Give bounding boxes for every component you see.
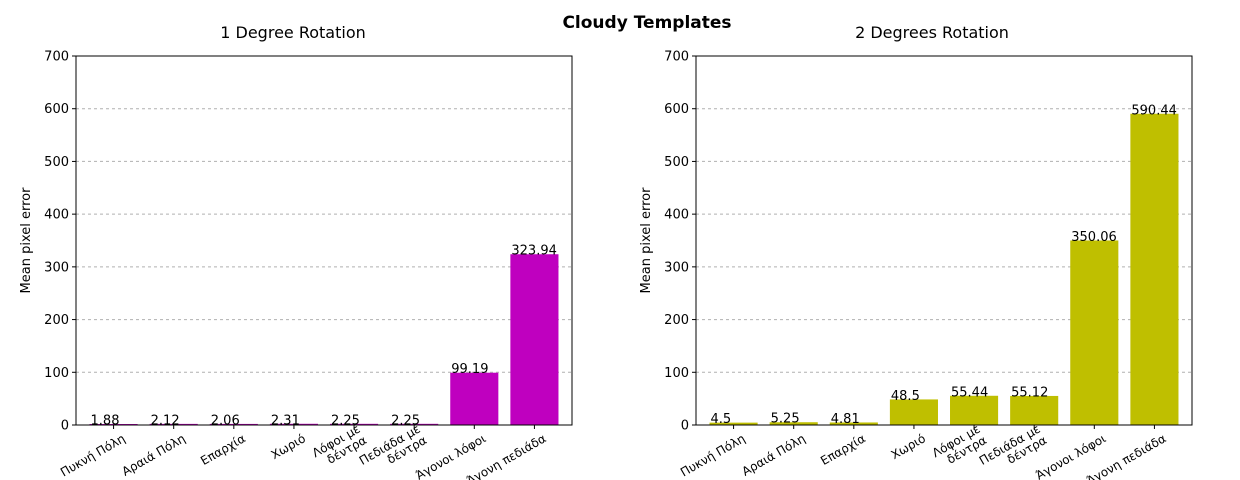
data-label: 350.06	[1071, 230, 1117, 245]
x-tick-label-line: Πυκνή Πόλη	[58, 431, 128, 479]
x-tick-label-line: Αραιά Πόλη	[120, 431, 188, 478]
bar	[209, 423, 258, 425]
bar	[390, 423, 439, 425]
data-label: 48.5	[891, 389, 920, 404]
chart-title: 1 Degree Rotation	[220, 23, 366, 42]
bar	[149, 423, 198, 425]
y-tick-label: 100	[44, 366, 69, 381]
y-tick-label: 500	[664, 155, 689, 170]
y-tick-label: 600	[664, 102, 689, 117]
bar	[1130, 113, 1179, 425]
data-label: 99.19	[451, 362, 488, 377]
x-tick-label-line: Αραιά Πόλη	[740, 431, 808, 478]
x-tick-label: Πυκνή Πόλη	[678, 431, 748, 479]
data-label: 55.44	[951, 385, 988, 400]
data-label: 4.5	[711, 412, 732, 427]
y-tick-label: 600	[44, 102, 69, 117]
y-tick-label: 200	[664, 313, 689, 328]
y-tick-label: 400	[44, 208, 69, 223]
x-tick-label: Λόφοι μεδέντρα	[930, 422, 989, 472]
data-label: 2.31	[271, 413, 300, 428]
x-tick-label-line: Επαρχία	[818, 431, 868, 468]
y-tick-label: 700	[664, 50, 689, 65]
bar	[829, 422, 878, 425]
data-label: 55.12	[1011, 385, 1048, 400]
bar	[950, 395, 999, 425]
bar	[709, 422, 758, 425]
chart-title: 2 Degrees Rotation	[855, 23, 1009, 42]
data-label: 323.94	[511, 244, 556, 259]
data-label: 2.12	[151, 413, 180, 428]
y-tick-label: 300	[44, 260, 69, 275]
y-tick-label: 400	[664, 208, 689, 223]
axes-frame	[75, 55, 573, 426]
data-label: 1.88	[91, 414, 120, 429]
x-tick-label: Επαρχία	[818, 431, 868, 468]
y-tick-label: 100	[664, 366, 689, 381]
x-tick-label: Χωριό	[889, 431, 928, 462]
x-tick-label-line: Χωριό	[889, 431, 928, 462]
data-label: 590.44	[1131, 103, 1177, 118]
chart-1-degree-rotation: 1 Degree Rotation 0 100 200 300 400 500 600 700 M…	[19, 23, 573, 480]
bar	[769, 422, 818, 425]
y-tick-label: 500	[44, 155, 69, 170]
chart-2-degrees-rotation: 2 Degrees Rotation 0 100 200 300 400 500 600 700…	[639, 23, 1193, 480]
data-label: 4.81	[831, 412, 860, 427]
bar	[330, 423, 379, 425]
bar	[889, 399, 938, 425]
figure-title: Cloudy Templates	[562, 13, 731, 33]
data-label: 2.06	[211, 413, 240, 428]
x-tick-label: Αραιά Πόλη	[740, 431, 808, 478]
y-tick-label: 700	[44, 50, 69, 65]
data-label: 5.25	[771, 412, 800, 427]
bar	[450, 372, 499, 425]
bar	[269, 423, 318, 425]
x-tick-label-line: Επαρχία	[198, 431, 248, 468]
y-tick-label: 300	[664, 260, 689, 275]
y-tick-label: 0	[61, 419, 69, 434]
y-tick-label: 200	[44, 313, 69, 328]
x-tick-label-line: Χωριό	[269, 431, 308, 462]
x-tick-label: Χωριό	[269, 431, 308, 462]
y-tick-label: 0	[681, 419, 689, 434]
x-tick-label-line: Πυκνή Πόλη	[678, 431, 748, 479]
y-axis-label: Mean pixel error	[19, 187, 34, 294]
bar	[510, 254, 559, 425]
y-axis-label: Mean pixel error	[639, 187, 654, 294]
x-tick-label: Λόφοι μεδέντρα	[310, 422, 369, 472]
bar	[1070, 240, 1119, 425]
x-tick-label: Επαρχία	[198, 431, 248, 468]
axes-frame	[695, 55, 1193, 426]
x-tick-label: Αραιά Πόλη	[120, 431, 188, 478]
bar	[1010, 395, 1059, 425]
x-tick-label: Πυκνή Πόλη	[58, 431, 128, 479]
